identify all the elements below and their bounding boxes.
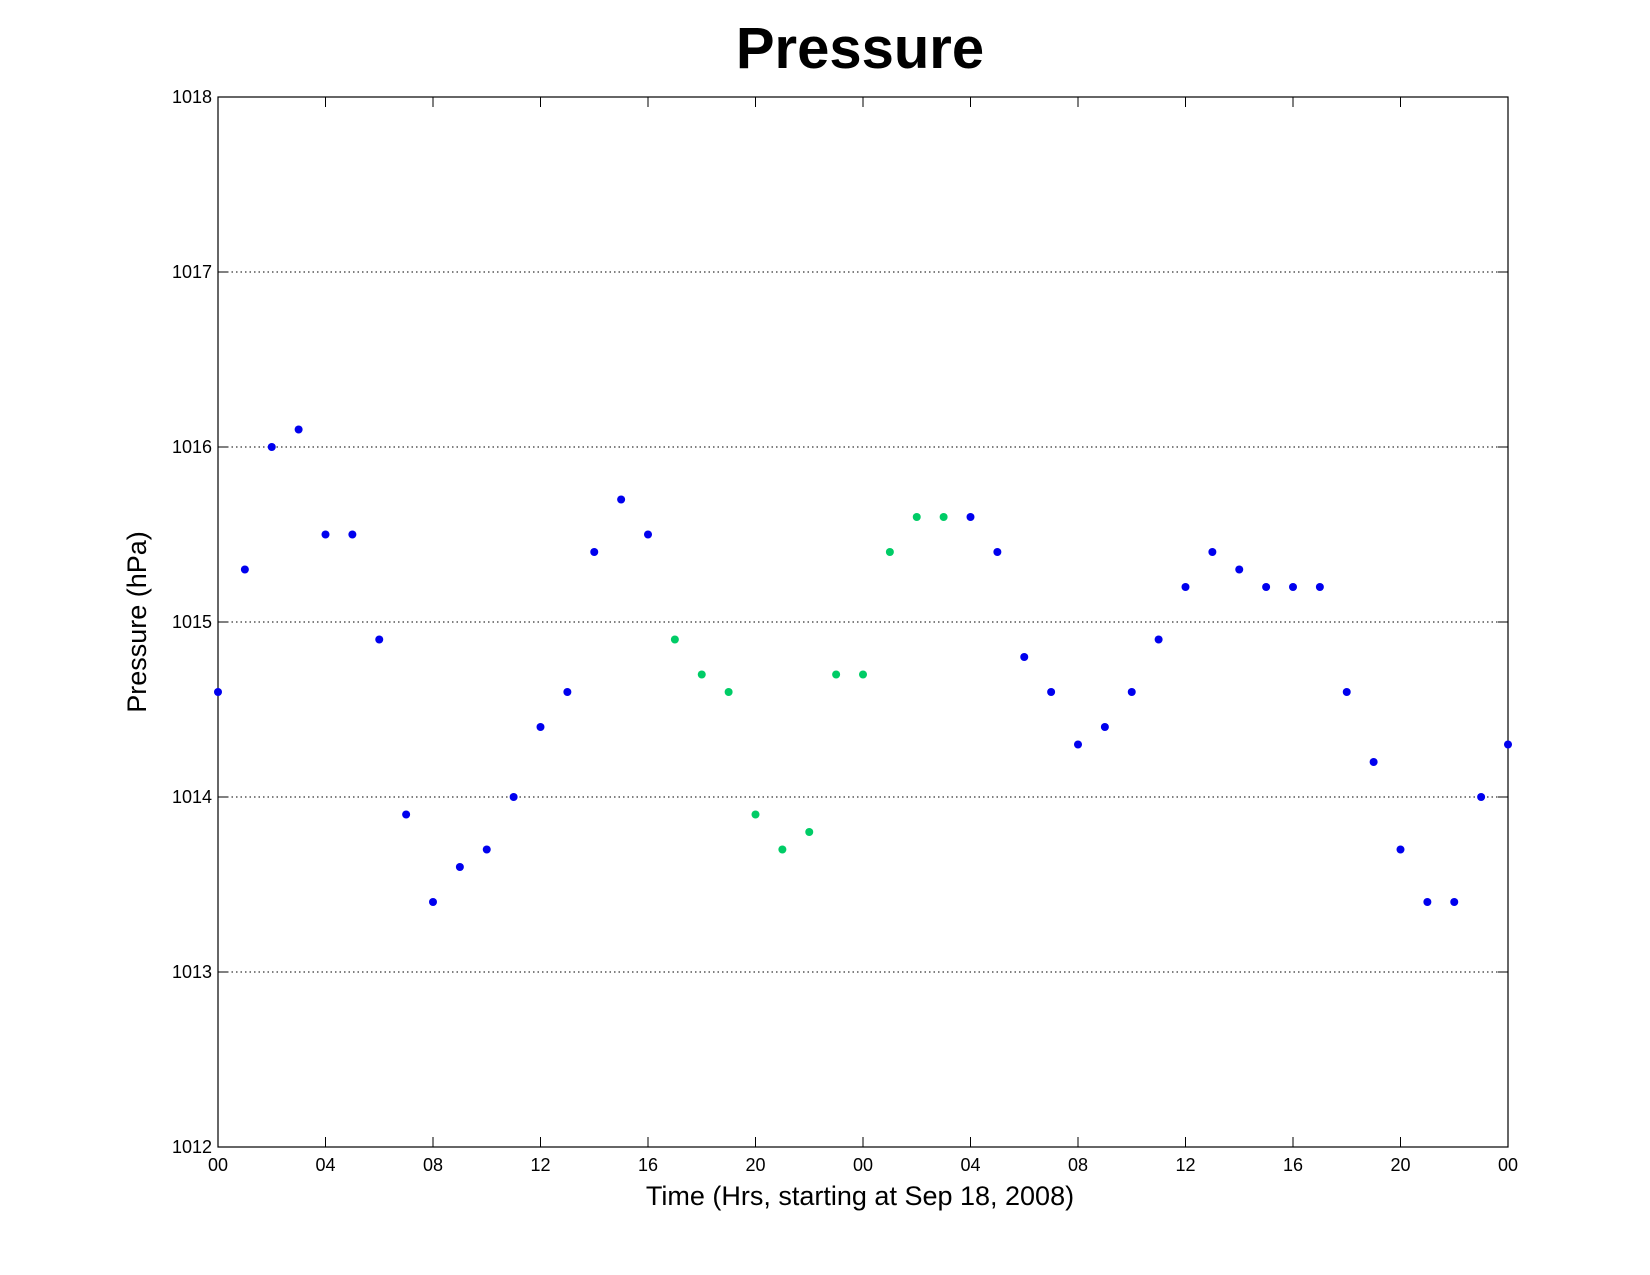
data-point (267, 443, 276, 451)
data-point (939, 513, 948, 521)
y-axis-label: Pressure (hPa) (122, 531, 152, 713)
data-point (1477, 793, 1486, 801)
data-point (429, 898, 437, 906)
data-point (1504, 740, 1512, 749)
y-tick-label: 1013 (172, 962, 212, 982)
data-point (724, 688, 733, 696)
data-point (778, 845, 787, 854)
data-point (1181, 583, 1190, 591)
data-point (1020, 653, 1029, 661)
data-point (617, 495, 626, 504)
x-tick-label: 16 (1283, 1155, 1303, 1175)
y-tick-label: 1018 (172, 87, 212, 107)
data-point (563, 688, 572, 696)
data-point (348, 530, 357, 539)
data-point (670, 635, 679, 644)
data-point (482, 845, 491, 854)
data-point (321, 530, 330, 539)
data-point (1450, 898, 1459, 906)
data-point (536, 723, 545, 731)
data-point (294, 425, 303, 434)
data-point (1315, 583, 1324, 591)
data-point (697, 670, 706, 679)
data-point (1074, 740, 1082, 749)
data-point (832, 670, 841, 679)
data-point (1208, 548, 1217, 556)
x-tick-label: 16 (638, 1155, 658, 1175)
x-tick-label: 20 (745, 1155, 765, 1175)
y-tick-label: 1015 (172, 612, 212, 632)
data-point (966, 513, 975, 521)
data-point (1100, 723, 1109, 731)
chart-title: Pressure (736, 16, 984, 81)
x-axis-label: Time (Hrs, starting at Sep 18, 2008) (646, 1181, 1074, 1211)
y-tick-label: 1016 (172, 437, 212, 457)
data-point (751, 810, 760, 819)
data-point (885, 548, 894, 556)
x-tick-label: 00 (1498, 1155, 1518, 1175)
data-point (993, 548, 1002, 556)
data-point (375, 635, 384, 644)
data-point (1047, 688, 1056, 696)
y-tick-label: 1017 (172, 262, 212, 282)
data-point (240, 565, 249, 574)
data-point (1262, 583, 1271, 591)
data-point (455, 863, 464, 871)
data-point (402, 810, 411, 819)
x-tick-label: 04 (315, 1155, 335, 1175)
data-point (859, 670, 867, 679)
x-tick-label: 12 (530, 1155, 550, 1175)
data-point (1396, 845, 1405, 854)
x-tick-label: 08 (423, 1155, 443, 1175)
x-tick-labels: 00 04 08 12 16 20 00 04 08 12 16 20 00 (208, 1155, 1518, 1175)
data-point (1342, 688, 1351, 696)
y-tick-label: 1014 (172, 787, 212, 807)
data-point (1423, 898, 1432, 906)
grid-lines (218, 271, 1508, 973)
data-point (1235, 565, 1244, 574)
data-point (805, 828, 814, 836)
y-tick-labels: 1012 1013 1014 1015 1016 1017 1018 (172, 87, 212, 1157)
data-point (1127, 688, 1136, 696)
x-tick-label: 00 (853, 1155, 873, 1175)
data-point (1154, 635, 1163, 644)
data-points (214, 425, 1512, 906)
data-point (214, 688, 222, 696)
data-point (644, 530, 652, 539)
data-point (509, 793, 518, 801)
x-tick-label: 12 (1175, 1155, 1195, 1175)
data-point (912, 513, 921, 521)
x-tick-label: 00 (208, 1155, 228, 1175)
data-point (590, 548, 599, 556)
data-point (1369, 758, 1378, 766)
data-point (1289, 583, 1297, 591)
x-tick-label: 08 (1068, 1155, 1088, 1175)
y-tick-label: 1012 (172, 1137, 212, 1157)
axis-ticks (217, 96, 1509, 1148)
x-tick-label: 20 (1390, 1155, 1410, 1175)
x-tick-label: 04 (960, 1155, 980, 1175)
